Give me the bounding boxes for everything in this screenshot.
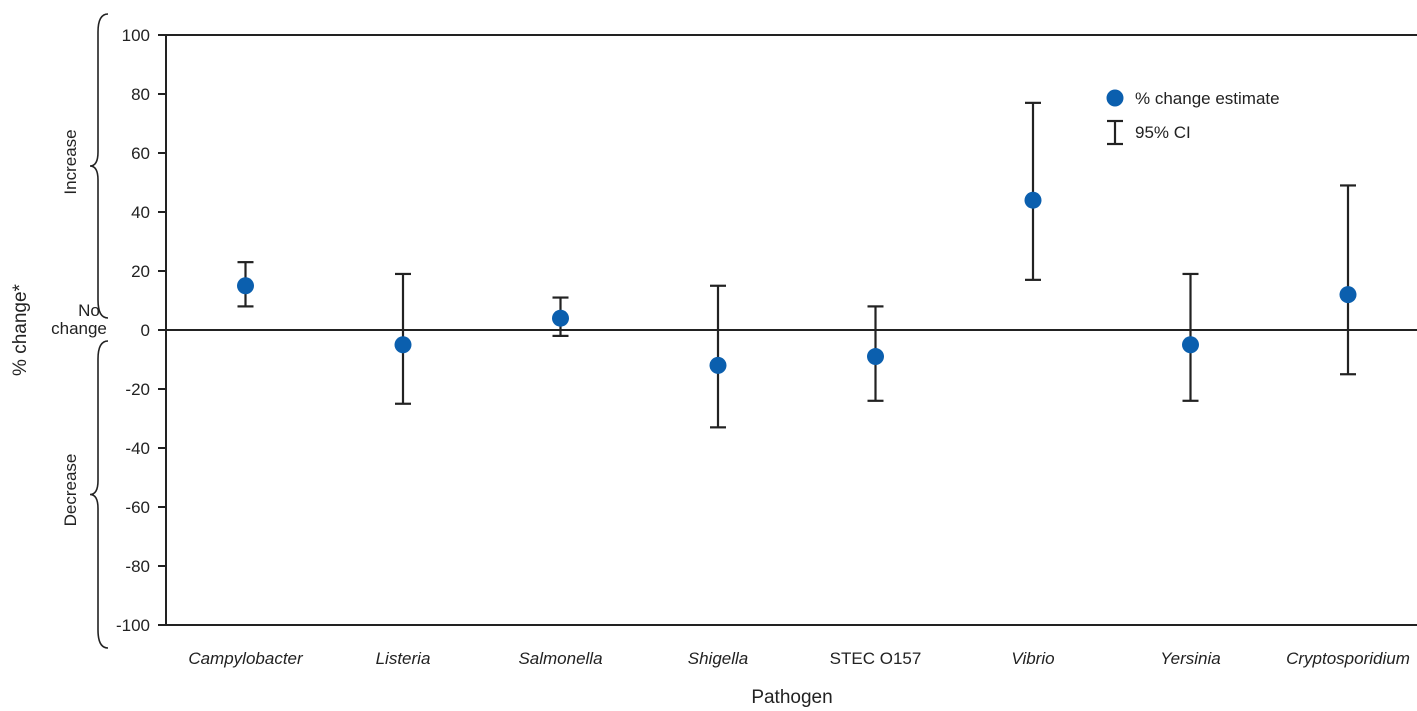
y-tick-label: -60 — [125, 498, 150, 517]
data-marks — [237, 101, 1357, 429]
x-tick-label: Vibrio — [1011, 649, 1054, 668]
region-label-increase: Increase — [61, 129, 80, 194]
increase-brace — [89, 13, 109, 319]
legend-errorbar-marker — [1107, 119, 1123, 146]
data-point — [237, 277, 254, 295]
y-tick-label: 100 — [122, 26, 150, 45]
y-tick-label: 40 — [131, 203, 150, 222]
x-tick-label: Cryptosporidium — [1286, 649, 1410, 668]
data-point — [709, 356, 727, 374]
legend: % change estimate 95% CI — [1106, 89, 1280, 146]
y-tick-label: 20 — [131, 262, 150, 281]
decrease-brace — [89, 340, 109, 649]
legend-label-estimate: % change estimate — [1135, 89, 1280, 108]
data-point — [867, 348, 884, 366]
data-point — [552, 309, 569, 327]
region-braces — [89, 13, 109, 649]
y-tick-label: -80 — [125, 557, 150, 576]
x-tick-label: Listeria — [376, 649, 431, 668]
region-label-no-change-2: change — [51, 319, 107, 338]
y-axis: 100 80 60 40 20 0 -20 -40 -60 -80 -100 — [116, 26, 1417, 635]
region-label-no-change-1: No — [78, 301, 100, 320]
data-point — [394, 336, 412, 354]
region-label-decrease: Decrease — [61, 454, 80, 527]
legend-label-ci: 95% CI — [1135, 123, 1191, 142]
data-point — [1339, 286, 1357, 304]
x-tick-labels: Campylobacter Listeria Salmonella Shigella S… — [188, 649, 1410, 668]
legend-point-marker — [1106, 89, 1124, 107]
y-tick-label: 0 — [141, 321, 150, 340]
data-point — [1182, 336, 1199, 354]
x-tick-label: Salmonella — [518, 649, 602, 668]
region-labels: Increase No change Decrease — [51, 129, 107, 526]
y-tick-label: -40 — [125, 439, 150, 458]
y-axis-title: % change* — [10, 283, 31, 376]
x-tick-label: Shigella — [688, 649, 749, 668]
y-tick-label: -20 — [125, 380, 150, 399]
x-axis-title: Pathogen — [751, 687, 832, 708]
data-point — [1024, 191, 1042, 209]
y-tick-label: 60 — [131, 144, 150, 163]
x-tick-label: Campylobacter — [188, 649, 304, 668]
y-tick-label: -100 — [116, 616, 150, 635]
y-tick-label: 80 — [131, 85, 150, 104]
x-tick-label: Yersinia — [1160, 649, 1220, 668]
x-tick-label: STEC O157 — [830, 649, 922, 668]
